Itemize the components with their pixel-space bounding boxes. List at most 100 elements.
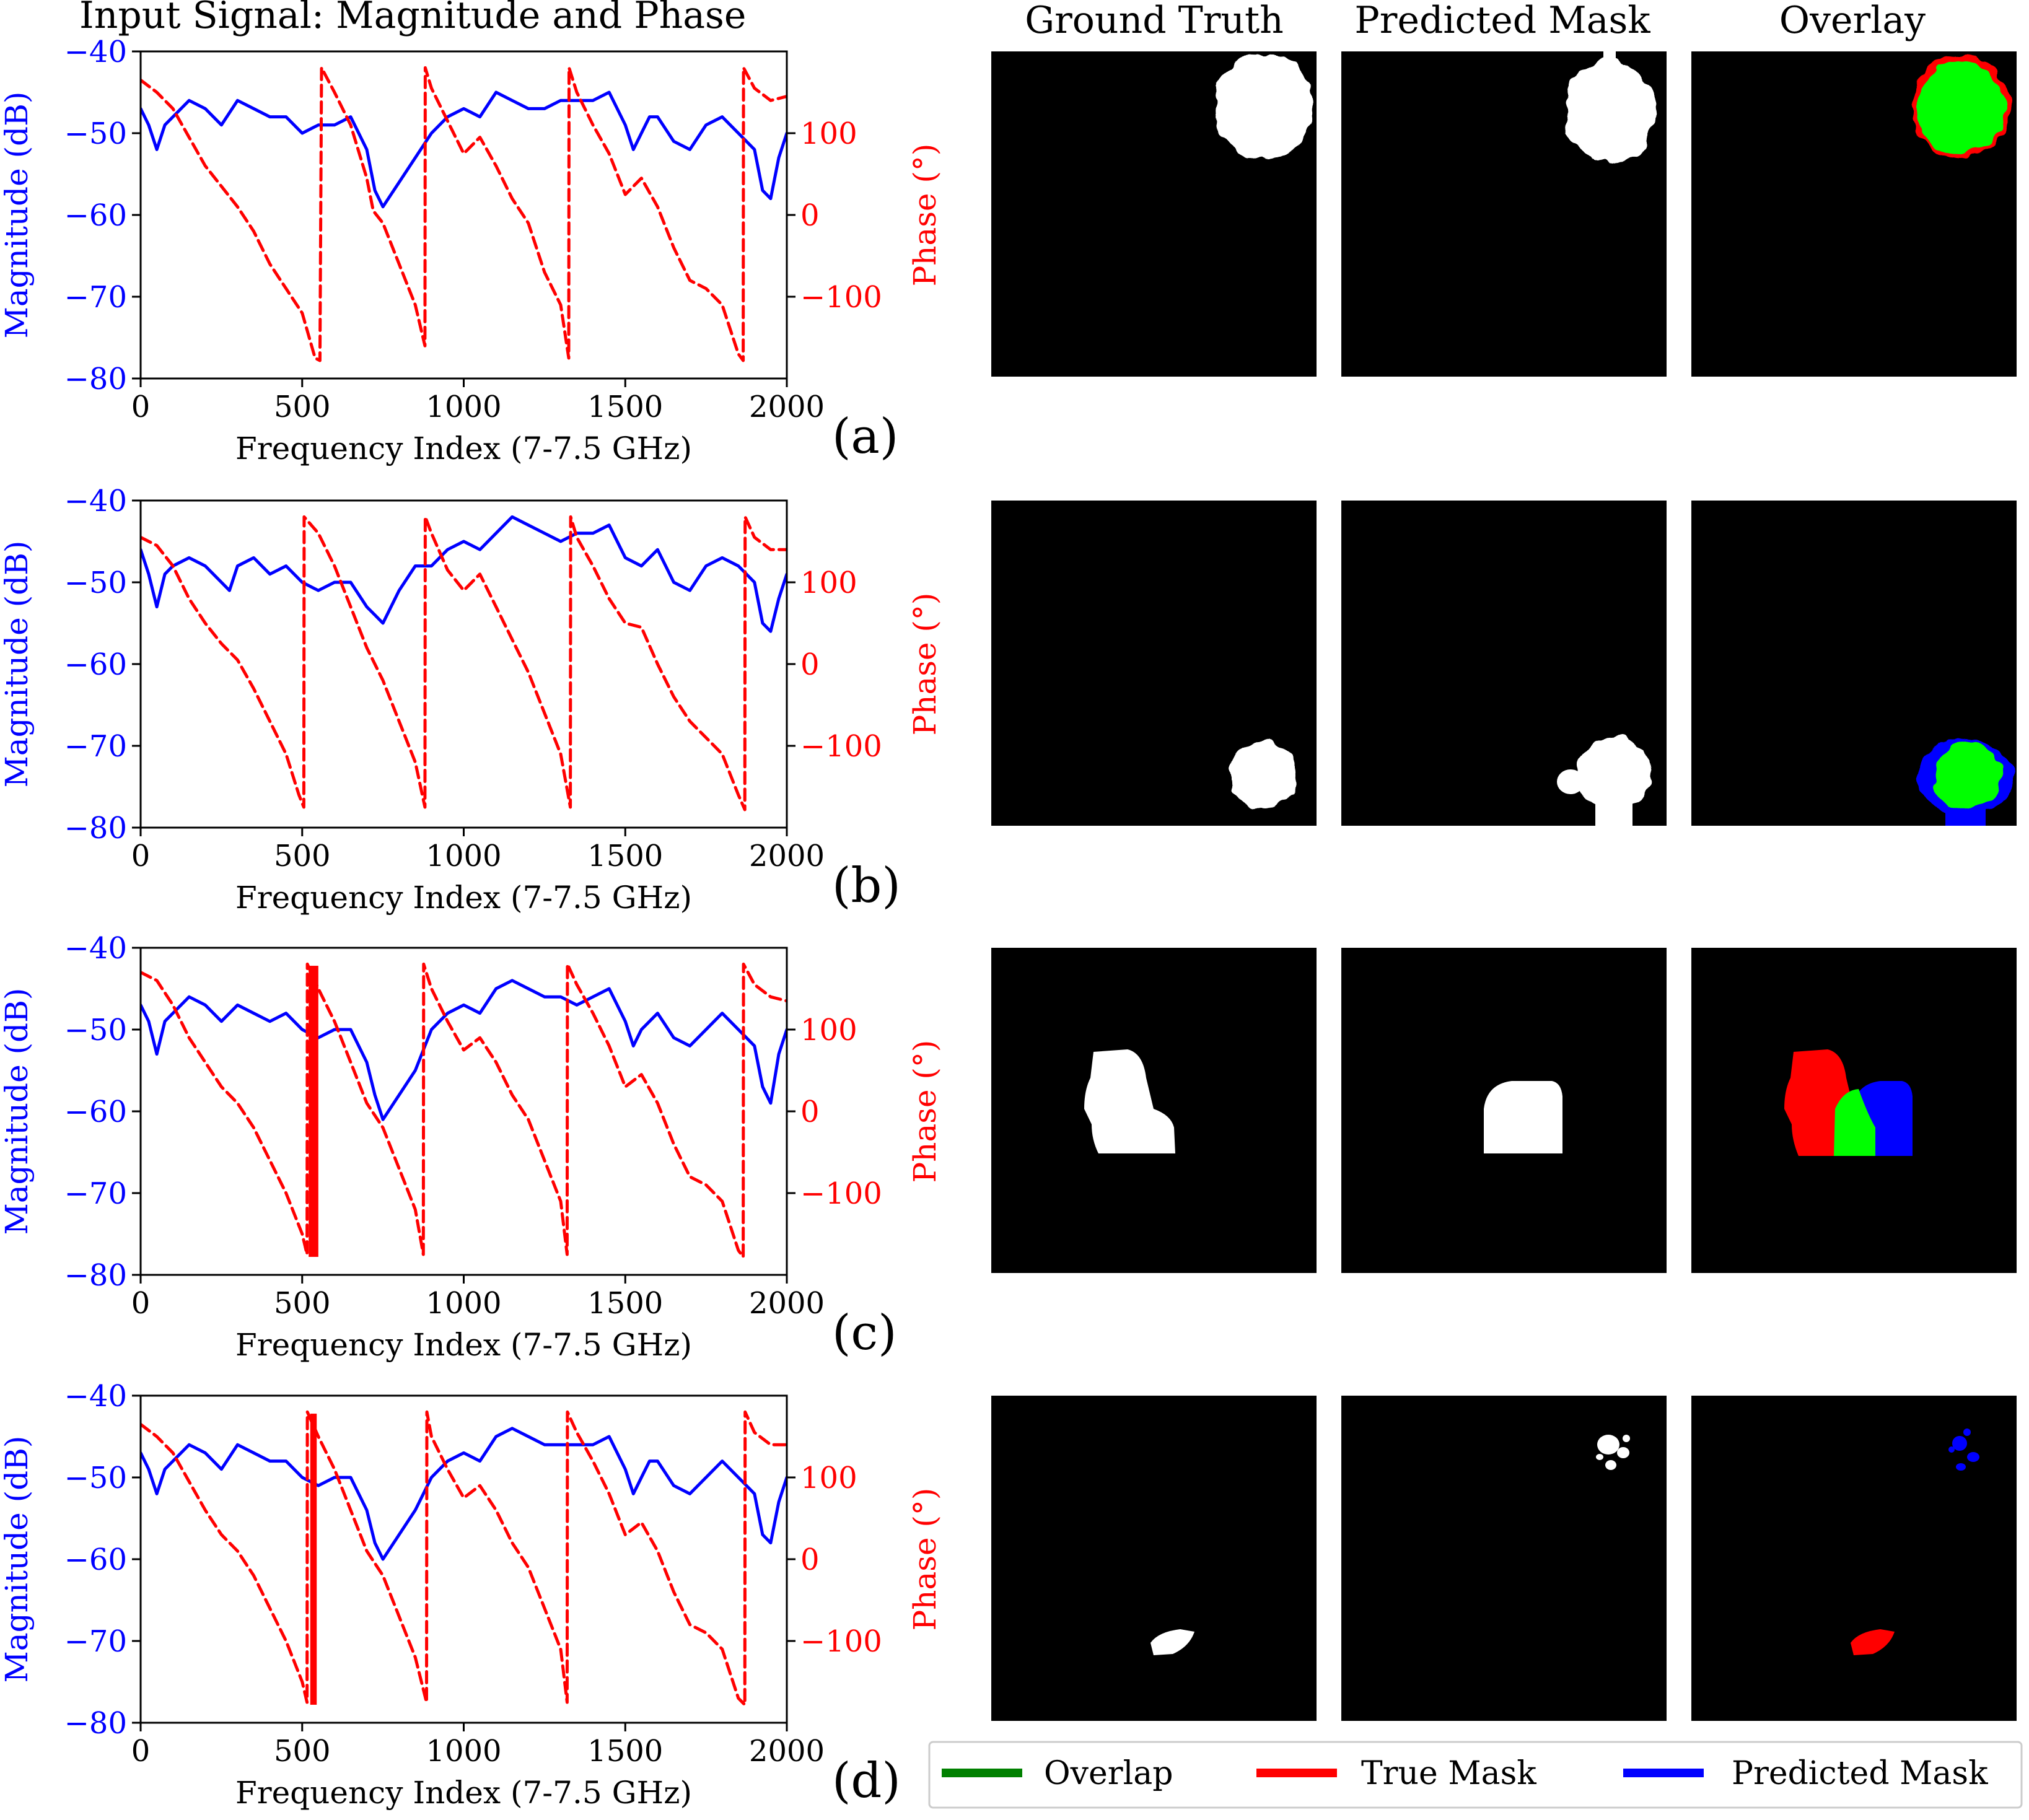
chart-b-x-label: Frequency Index (7-7.5 GHz) <box>235 880 692 916</box>
chart-b-y-left-tick-label: −70 <box>64 729 127 764</box>
chart-d-x-tick-label: 0 <box>131 1734 151 1769</box>
overlay-overlap-a <box>1917 61 2004 155</box>
chart-a-y-left-tick-label: −40 <box>64 35 127 69</box>
chart-d-x-tick-label: 500 <box>274 1734 331 1769</box>
chart-b-frame <box>139 499 788 829</box>
chart-a: 0 500 1000 1500 2000−40−50−60−70−801000−100F… <box>0 35 943 466</box>
row-a-masks <box>991 51 2017 377</box>
overlay-overlap-c <box>1834 1089 1875 1156</box>
chart-a-y-left-tick-label: −50 <box>64 116 127 151</box>
chart-d-y-right-tick-label: −100 <box>800 1624 882 1659</box>
chart-d-x-label: Frequency Index (7-7.5 GHz) <box>235 1775 692 1811</box>
chart-c-x-tick-label: 2000 <box>749 1286 825 1321</box>
legend-frame <box>928 1741 2023 1809</box>
chart-b-y-left-label: Magnitude (dB) <box>0 541 35 788</box>
ground-truth-mask-d <box>991 1396 1317 1721</box>
predicted-blob-a <box>1563 61 1656 162</box>
chart-a-y-left-tick-label: −60 <box>64 198 127 233</box>
overlay-mask-d <box>1691 1396 2017 1721</box>
row-c-masks <box>991 948 2017 1273</box>
chart-c-magnitude-line <box>141 979 787 1121</box>
chart-a-y-left-tick-label: −70 <box>64 280 127 315</box>
panel-letter-a: (a) <box>832 409 898 465</box>
panel-letter-c: (c) <box>832 1305 897 1361</box>
legend-overlap-label: Overlap <box>1044 1755 1173 1792</box>
chart-d-y-left-tick-label: −80 <box>64 1706 127 1741</box>
chart-c-y-right-tick-label: 0 <box>800 1095 820 1129</box>
chart-a-x-tick-label: 500 <box>274 390 331 424</box>
chart-b-x-tick-label: 0 <box>131 839 151 873</box>
chart-c-x-tick-label: 500 <box>274 1286 331 1321</box>
chart-d-y-right-label: Phase (°) <box>907 1488 943 1631</box>
chart-b: 0 500 1000 1500 2000−40−50−60−70−801000−100F… <box>0 484 943 916</box>
chart-c-x-tick-label: 1500 <box>587 1286 663 1321</box>
overlay-pred-d <box>1948 1428 1979 1471</box>
chart-a-phase-line <box>141 66 787 362</box>
chart-c-y-right-label: Phase (°) <box>907 1040 943 1183</box>
chart-d-x-tick-label: 2000 <box>749 1734 825 1769</box>
chart-d-x-tick-label: 1500 <box>587 1734 663 1769</box>
chart-a-y-left-tick-label: −80 <box>64 362 127 396</box>
predicted-blob-b-stem <box>1595 799 1632 826</box>
chart-c-y-left-tick-label: −50 <box>64 1013 127 1048</box>
chart-b-x-tick-label: 500 <box>274 839 331 873</box>
chart-c-y-right-tick-label: −100 <box>800 1176 882 1211</box>
chart-c-x-label: Frequency Index (7-7.5 GHz) <box>235 1327 692 1363</box>
predicted-blob-b <box>1577 737 1651 812</box>
chart-b-y-left-tick-label: −50 <box>64 566 127 600</box>
chart-a-y-left-label: Magnitude (dB) <box>0 92 35 339</box>
signal-column-title: Input Signal: Magnitude and Phase <box>79 0 746 37</box>
chart-c-x-tick-label: 0 <box>131 1286 151 1321</box>
ground-truth-blob-b <box>1230 742 1298 810</box>
chart-a-x-tick-label: 0 <box>131 390 151 424</box>
row-d-masks <box>991 1396 2017 1721</box>
chart-c-y-left-label: Magnitude (dB) <box>0 988 35 1235</box>
chart-d-y-right-tick-label: 0 <box>800 1542 820 1577</box>
chart-c-y-right-tick-label: 100 <box>800 1013 857 1048</box>
chart-b-y-left-tick-label: −80 <box>64 811 127 846</box>
chart-b-x-tick-label: 1000 <box>426 839 501 873</box>
ground-truth-blob-c <box>1084 1049 1175 1153</box>
overlay-true-d <box>1851 1629 1895 1655</box>
chart-d-series <box>141 1410 787 1707</box>
chart-c-phase-band <box>309 966 318 1257</box>
row-b-masks <box>991 501 2017 826</box>
chart-c-y-left-tick-label: −40 <box>64 931 127 966</box>
overlay-overlap-b <box>1933 742 2001 810</box>
panel-letter-d: (d) <box>832 1753 901 1809</box>
chart-a-y-right-tick-label: 100 <box>800 116 857 151</box>
chart-c: 0 500 1000 1500 2000−40−50−60−70−801000−100F… <box>0 931 943 1363</box>
chart-c-y-left-tick-label: −70 <box>64 1176 127 1211</box>
chart-c-x-tick-label: 1000 <box>426 1286 501 1321</box>
chart-d-y-left-tick-label: −40 <box>64 1379 127 1414</box>
chart-b-magnitude-line <box>141 515 787 633</box>
chart-b-y-right-tick-label: 0 <box>800 647 820 682</box>
chart-a-y-right-label: Phase (°) <box>907 144 943 287</box>
signal-charts: 0 500 1000 1500 2000−40−50−60−70−801000−100F… <box>0 35 943 1811</box>
predicted-blob-b-left <box>1557 769 1584 794</box>
chart-d-phase-line <box>141 1410 787 1707</box>
chart-d-phase-band <box>310 1414 317 1705</box>
ground-truth-blob-d <box>1150 1629 1194 1655</box>
chart-a-x-tick-label: 1500 <box>587 390 663 424</box>
chart-b-y-left-tick-label: −40 <box>64 484 127 518</box>
chart-a-magnitude-line <box>141 90 787 209</box>
chart-c-phase-line <box>141 962 787 1259</box>
chart-b-y-left-tick-label: −60 <box>64 647 127 682</box>
predicted-blob-c <box>1484 1081 1562 1153</box>
legend-true-mask-label: True Mask <box>1361 1755 1536 1792</box>
chart-a-series <box>141 66 787 362</box>
chart-b-y-right-tick-label: 100 <box>800 566 857 600</box>
chart-c-y-left-tick-label: −60 <box>64 1095 127 1129</box>
chart-b-phase-line <box>141 515 787 812</box>
chart-d: 0 500 1000 1500 2000−40−50−60−70−801000−100F… <box>0 1379 943 1811</box>
chart-b-y-right-tick-label: −100 <box>800 729 882 764</box>
predicted-blobs-d <box>1596 1435 1630 1470</box>
chart-b-x-tick-label: 1500 <box>587 839 663 873</box>
chart-d-magnitude-line <box>141 1427 787 1561</box>
chart-b-y-right-label: Phase (°) <box>907 593 943 736</box>
ground-truth-column-title: Ground Truth <box>1025 0 1284 42</box>
chart-d-x-tick-label: 1000 <box>426 1734 501 1769</box>
predicted-blob-a-tip <box>1603 51 1616 68</box>
